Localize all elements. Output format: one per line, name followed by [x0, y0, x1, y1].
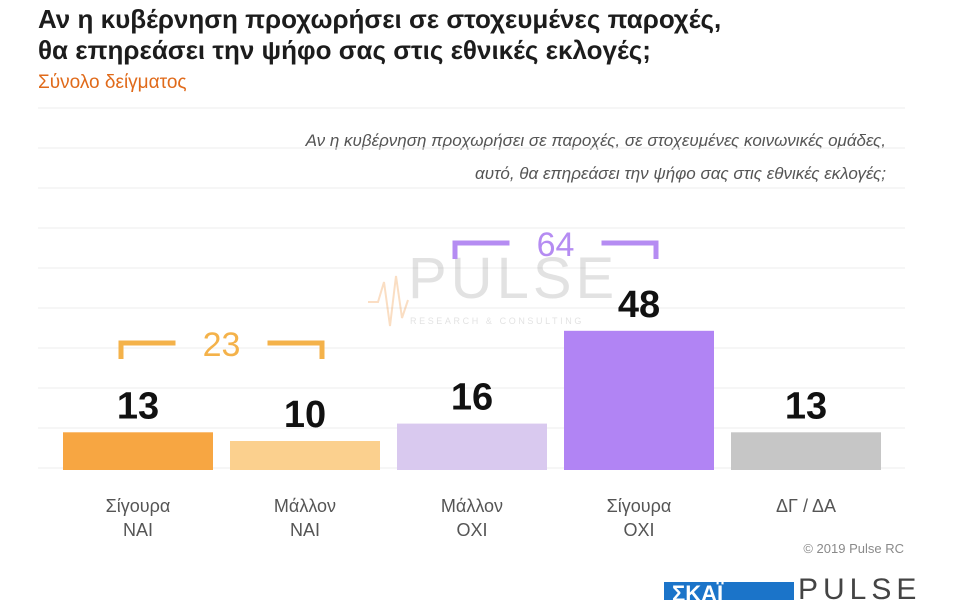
category-label: ΝΑΙ	[290, 520, 320, 540]
bar-value-label: 16	[451, 377, 493, 419]
skai-logo: ΣΚΑΪ	[664, 582, 794, 600]
chart-subtitle: Σύνολο δείγματος	[38, 72, 187, 93]
group-bracket	[118, 340, 325, 359]
category-label: Μάλλον	[274, 496, 336, 516]
title-line-1: Αν η κυβέρνηση προχωρήσει σε στοχευμένες…	[38, 4, 722, 34]
bar	[397, 423, 547, 470]
question-line-2: αυτό, θα επηρεάσει την ψήφο σας στις εθν…	[475, 164, 886, 183]
bar-value-label: 10	[284, 394, 326, 436]
category-label: ΟΧΙ	[456, 520, 487, 540]
watermark-brand: PULSE	[408, 246, 618, 311]
group-total-label: 64	[537, 226, 575, 264]
bar	[230, 441, 380, 470]
category-label: ΟΧΙ	[623, 520, 654, 540]
bar-value-label: 13	[785, 385, 827, 427]
question-line-1: Αν η κυβέρνηση προχωρήσει σε παροχές, σε…	[305, 131, 886, 150]
bar	[63, 432, 213, 470]
bar	[564, 330, 714, 470]
copyright-text: © 2019 Pulse RC	[803, 541, 904, 556]
bar-value-label: 48	[618, 284, 660, 326]
title-line-2: θα επηρεάσει την ψήφο σας στις εθνικές ε…	[38, 35, 651, 65]
group-bracket	[452, 240, 659, 259]
bar	[731, 432, 881, 470]
question-text: Αν η κυβέρνηση προχωρήσει σε παροχές, σε…	[126, 124, 886, 190]
pulse-watermark: PULSE RESEARCH & CONSULTING	[368, 246, 618, 327]
watermark-tagline: RESEARCH & CONSULTING	[410, 316, 584, 326]
category-label: Μάλλον	[441, 496, 503, 516]
chart-title: Αν η κυβέρνηση προχωρήσει σε στοχευμένες…	[38, 4, 918, 66]
pulse-logo: PULSE	[798, 575, 922, 600]
category-label: ΔΓ / ΔΑ	[776, 496, 836, 516]
bar-value-label: 13	[117, 385, 159, 427]
category-label: Σίγουρα	[106, 496, 171, 516]
group-total-label: 23	[203, 326, 241, 364]
watermark-wave-icon	[368, 275, 409, 327]
category-label: ΝΑΙ	[123, 520, 153, 540]
category-label: Σίγουρα	[607, 496, 672, 516]
